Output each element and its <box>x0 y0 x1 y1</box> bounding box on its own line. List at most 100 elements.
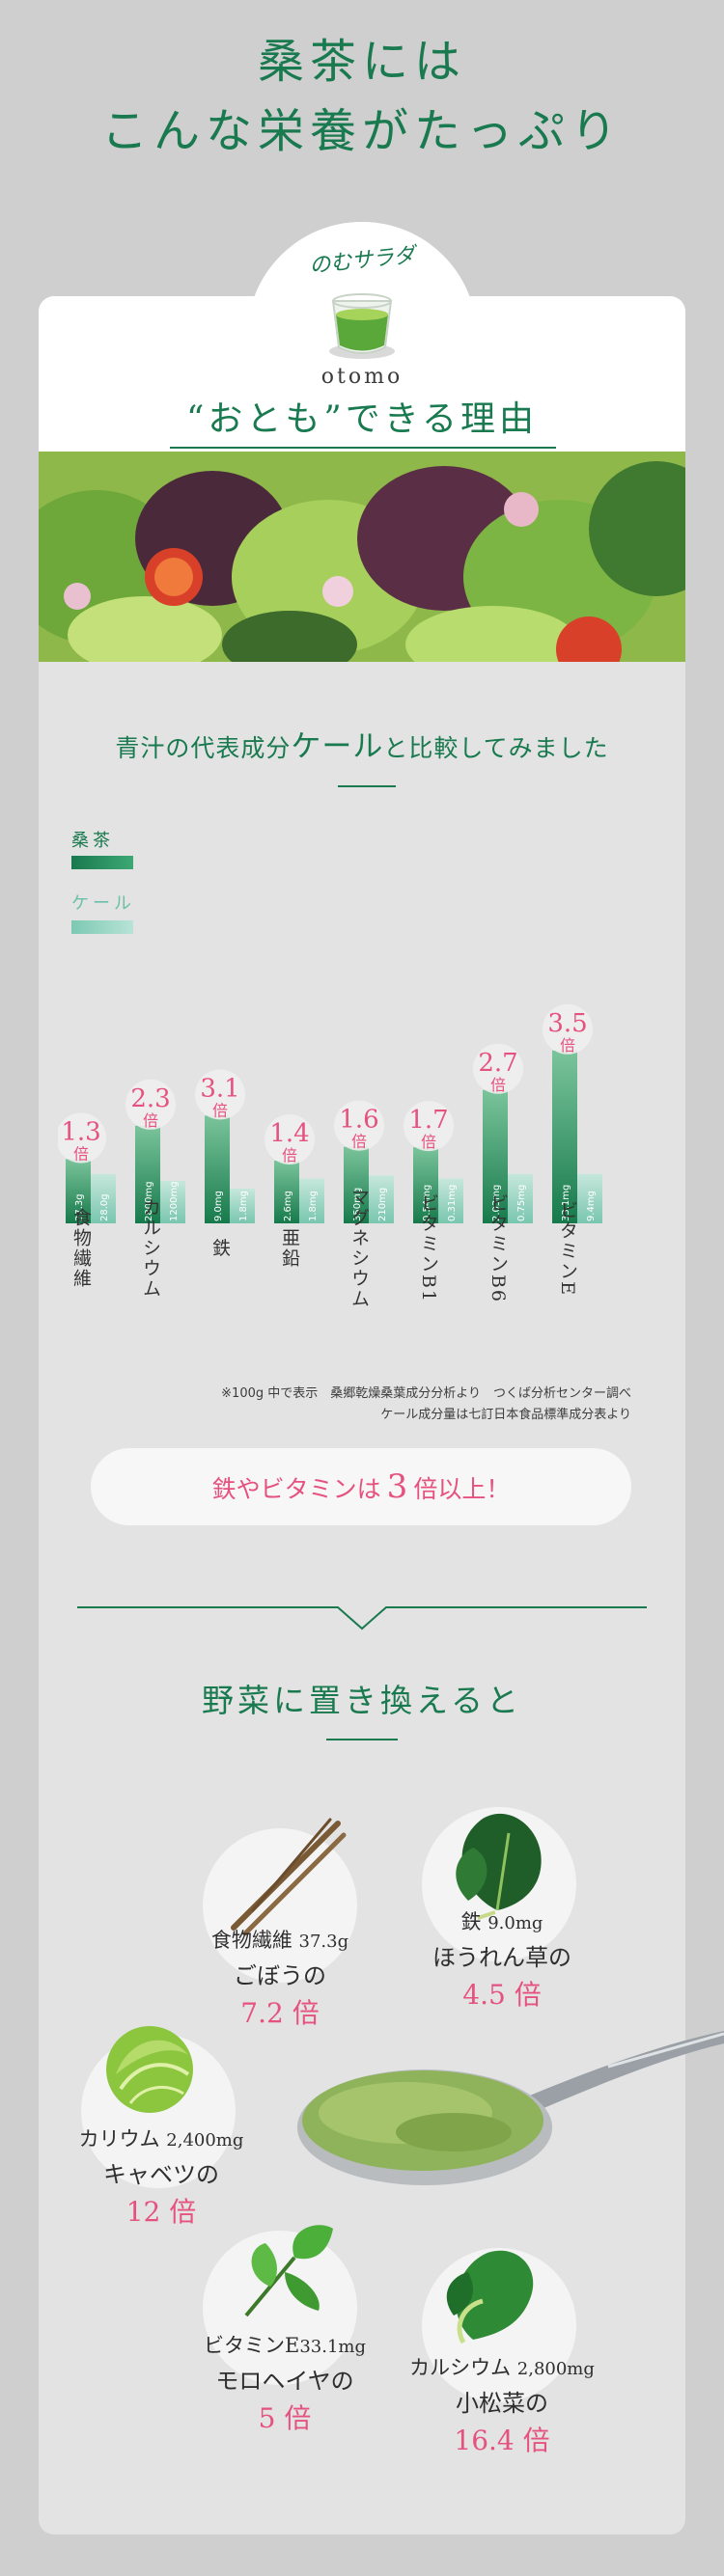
cabbage-icon <box>106 2026 193 2113</box>
vegetable-nutrient: カルシウム 2,800mg <box>391 2351 613 2386</box>
vegetable-name: モロヘイヤの <box>215 2368 354 2395</box>
spinach-icon <box>456 1813 542 1920</box>
ratio-bubble <box>265 1114 315 1165</box>
compare-title: 青汁の代表成分ケールと比較してみました <box>0 722 724 765</box>
molokheiya-icon <box>244 2225 333 2317</box>
title-line-1: 桑茶には <box>257 35 466 89</box>
value-label-mulberry: 0.54mg <box>422 1185 432 1221</box>
category-label: ビタミンB6 <box>487 1193 509 1303</box>
ratio-label: 2.3 <box>130 1084 170 1113</box>
highlight-number: 3 <box>386 1467 408 1506</box>
ratio-label: 1.7 <box>408 1106 448 1135</box>
reason-title: “おとも”できる理由 <box>185 399 539 439</box>
compare-title-part-3: と比較してみました <box>383 734 609 762</box>
highlight-pill: 鉄やビタミンは 3 倍以上！ <box>91 1448 631 1525</box>
ratio-bubble <box>543 1003 593 1055</box>
bar-kale <box>230 1189 255 1223</box>
ratio-bubble <box>125 1079 176 1130</box>
ratio-unit: 倍 <box>143 1111 158 1130</box>
bar-mulberry <box>483 1089 508 1223</box>
vegetable-nutrient: 鉄 9.0mg <box>405 1905 599 1940</box>
bar-mulberry <box>135 1125 160 1223</box>
value-label-mulberry: 2800mg <box>144 1181 154 1221</box>
bar-mulberry <box>66 1159 91 1223</box>
highlight-post: 倍以上！ <box>413 1475 511 1503</box>
bar-kale <box>91 1173 116 1223</box>
section-divider <box>77 1606 647 1631</box>
vegetable-ratio: 12 倍 <box>125 2196 197 2228</box>
ratio-unit: 倍 <box>421 1133 436 1151</box>
bar-kale <box>508 1173 533 1223</box>
value-label-kale: 1200mg <box>169 1181 180 1221</box>
nutrient-amount: 33.1mg <box>299 2337 366 2357</box>
ratio-unit: 倍 <box>282 1146 297 1165</box>
bar-kale <box>299 1178 324 1223</box>
ratio-label: 2.7 <box>478 1049 517 1078</box>
vegetable-item-molokheiya: ビタミンE33.1mg モロヘイヤの 5 倍 <box>183 2329 386 2439</box>
compare-underline <box>338 785 396 787</box>
nutrient-amount: 37.3g <box>298 1932 349 1952</box>
vegetable-ratio: 16.4 倍 <box>454 2425 550 2456</box>
vegetable-item-cabbage: カリウム 2,400mg キャベツの 12 倍 <box>60 2123 263 2233</box>
matcha-glass-icon <box>329 293 395 359</box>
category-label: 食物繊維 <box>70 1208 92 1289</box>
burdock-circle <box>203 1828 357 1983</box>
vegetable-nutrient: ビタミンE33.1mg <box>183 2329 386 2364</box>
nutrient-name: 鉄 <box>460 1910 482 1933</box>
value-label-mulberry: 350mg <box>352 1188 363 1221</box>
bar-mulberry <box>205 1115 230 1223</box>
vegetable-item-spinach: 鉄 9.0mg ほうれん草の 4.5 倍 <box>405 1905 599 2015</box>
bar-kale <box>438 1178 463 1223</box>
category-label: マグネシウム <box>348 1188 370 1309</box>
nutrient-name: ビタミンE <box>203 2334 300 2357</box>
value-label-kale: 0.75mg <box>516 1185 527 1221</box>
value-label-mulberry: 2.03mg <box>491 1185 502 1221</box>
category-label: 鉄 <box>209 1238 231 1258</box>
ratio-unit: 倍 <box>490 1076 506 1094</box>
ratio-label: 3.1 <box>200 1074 239 1103</box>
bar-mulberry <box>552 1050 577 1223</box>
vegetables-underline <box>326 1739 398 1740</box>
ratio-unit: 倍 <box>73 1144 89 1163</box>
vegetables-title: 野菜に置き換えると <box>201 1682 522 1719</box>
nutrient-amount: 2,400mg <box>166 2130 244 2151</box>
salad-image <box>39 452 685 662</box>
ratio-label: 1.4 <box>269 1119 309 1148</box>
highlight-pre: 鉄やビタミンは <box>211 1475 381 1503</box>
burdock-icon <box>231 1818 347 1936</box>
value-label-mulberry: 9.0mg <box>213 1191 224 1221</box>
vegetable-nutrient: 食物繊維 37.3g <box>193 1924 367 1959</box>
category-label: カルシウム <box>140 1198 161 1300</box>
bar-kale <box>369 1175 394 1223</box>
nutrient-amount: 9.0mg <box>487 1913 543 1933</box>
source-note-line-1: ※100g 中で表示 桑郷乾燥桑葉成分分析より つくば分析センター調べ <box>221 1386 631 1401</box>
reason-underline <box>170 447 556 449</box>
bar-mulberry <box>274 1161 299 1223</box>
value-label-kale: 0.31mg <box>447 1185 458 1221</box>
vegetable-nutrient: カリウム 2,400mg <box>60 2123 263 2157</box>
ratio-unit: 倍 <box>351 1133 367 1151</box>
value-label-kale: 28.0g <box>99 1193 110 1221</box>
category-label: ビタミンB1 <box>418 1193 439 1303</box>
vegetable-name: ほうれん草の <box>432 1944 571 1971</box>
category-label: 亜鉛 <box>279 1228 300 1269</box>
vegetable-item-komatsuna: カルシウム 2,800mg 小松菜の 16.4 倍 <box>391 2351 613 2461</box>
ratio-unit: 倍 <box>560 1036 575 1055</box>
title-line-2: こんな栄養がたっぷり <box>100 104 623 158</box>
legend-swatch-mulberry <box>71 856 133 869</box>
reason-ruby: otomo <box>320 365 404 389</box>
komatsuna-icon <box>446 2250 534 2344</box>
value-label-mulberry: 2.6mg <box>283 1191 293 1221</box>
ratio-bubble <box>334 1100 384 1151</box>
vegetable-ratio: 4.5 倍 <box>462 1979 542 2011</box>
value-label-kale: 9.4mg <box>586 1191 597 1221</box>
vegetable-item-burdock: 食物繊維 37.3g ごぼうの 7.2 倍 <box>193 1924 367 2034</box>
vegetable-ratio: 5 倍 <box>258 2402 312 2434</box>
bar-mulberry <box>413 1147 438 1223</box>
value-label-kale: 1.8mg <box>308 1191 319 1221</box>
bar-kale <box>160 1181 185 1223</box>
value-label-kale: 1.8mg <box>238 1191 249 1221</box>
ratio-unit: 倍 <box>212 1101 228 1119</box>
ratio-bubble <box>404 1101 454 1152</box>
